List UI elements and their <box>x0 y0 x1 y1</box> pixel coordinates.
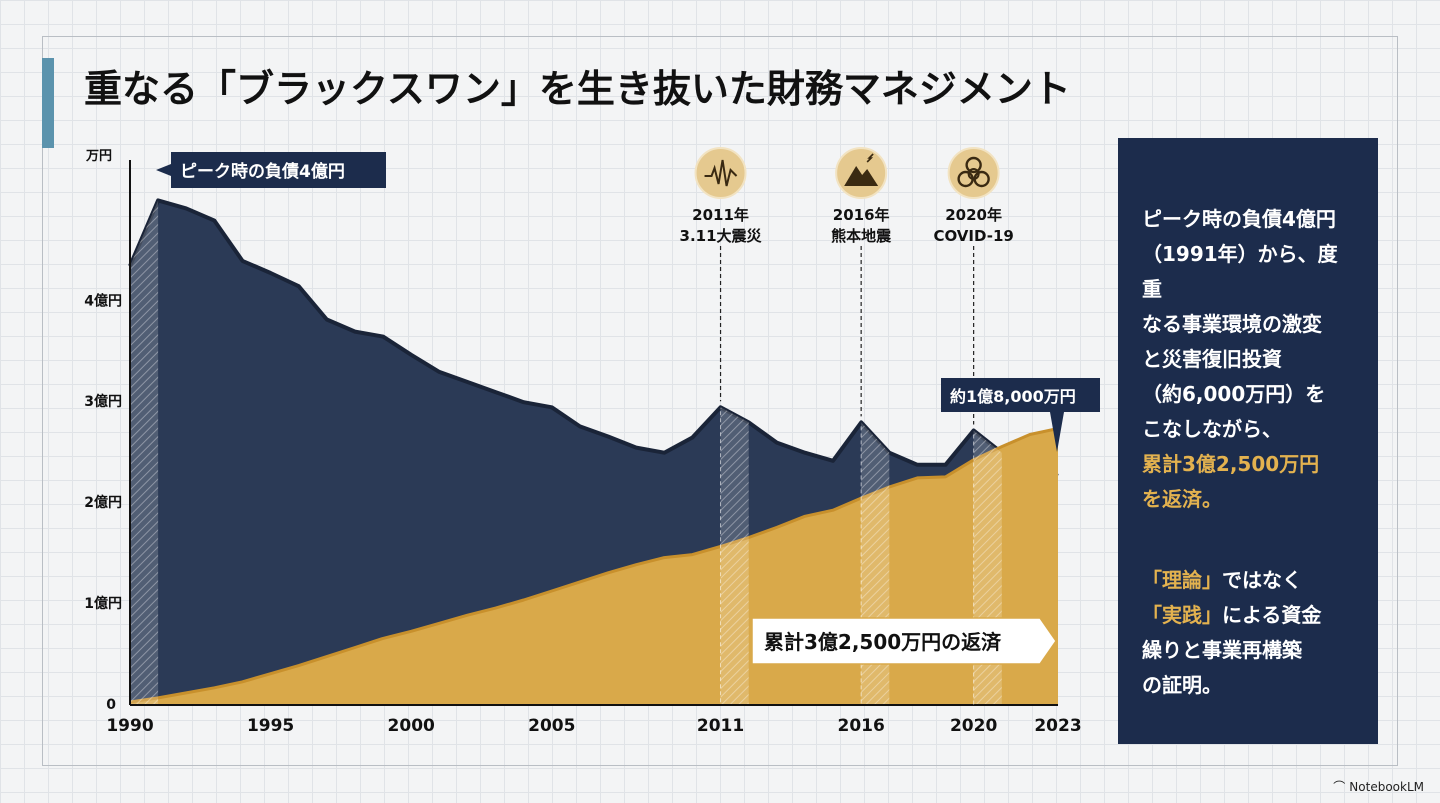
notebooklm-logo-icon: ⌒ <box>1333 780 1346 794</box>
callout-box <box>156 152 386 188</box>
summary-text: ではなく <box>1222 568 1302 592</box>
biohazard-lobe <box>965 156 982 174</box>
crack-shape <box>866 153 874 163</box>
x-tick-label: 2000 <box>388 716 435 736</box>
x-tick-label: 2016 <box>837 716 884 736</box>
event-year: 2020年 <box>945 206 1002 224</box>
summary-line: （約6,000万円）を <box>1142 382 1326 406</box>
summary-line: （1991年）から、度重 <box>1142 242 1338 301</box>
y-tick-label: 4億円 <box>84 292 122 309</box>
summary-highlight: 「実践」 <box>1142 603 1222 627</box>
summary-panel: ピーク時の負債4億円 （1991年）から、度重 なる事業環境の激変 と災害復旧投… <box>1118 138 1378 744</box>
summary-line: の証明。 <box>1142 673 1222 697</box>
mountain-quake-icon <box>835 147 888 199</box>
y-tick-label: 0 <box>106 697 116 713</box>
x-tick-label: 2011 <box>697 716 744 736</box>
event-label: 熊本地震 <box>831 227 892 245</box>
debt-line <box>128 198 1059 478</box>
callout-text: 累計3億2,500万円の返済 <box>764 630 1002 654</box>
brand-name: NotebookLM <box>1349 779 1424 794</box>
callout-text: 約1億8,000万円 <box>950 387 1076 406</box>
summary-line: こなしながら、 <box>1142 417 1282 441</box>
seismograph-wave <box>704 159 738 187</box>
summary-highlight: 累計3億2,500万円 <box>1142 452 1320 476</box>
summary-line: ピーク時の負債4億円 <box>1142 207 1336 231</box>
repaid-total-callout: 累計3億2,500万円の返済 <box>751 617 1057 665</box>
shock-band <box>130 200 159 705</box>
current-debt-callout: 約1億8,000万円 <box>941 378 1100 452</box>
summary-line: と災害復旧投資 <box>1142 347 1282 371</box>
x-tick-label: 1990 <box>106 716 153 736</box>
title-accent-bar <box>42 58 54 148</box>
x-tick-label: 2023 <box>1034 716 1081 736</box>
mountain-shape <box>844 166 879 186</box>
summary-highlight: を返済。 <box>1142 487 1222 511</box>
event-year: 2011年 <box>692 206 749 224</box>
summary-highlight: 「理論」 <box>1142 568 1222 592</box>
y-tick-label: 1億円 <box>84 595 122 612</box>
summary-line: なる事業環境の激変 <box>1142 312 1322 336</box>
slide-frame <box>42 36 1398 766</box>
y-axis-unit: 万円 <box>85 149 112 164</box>
repaid-line <box>129 427 1059 704</box>
x-tick-label: 2020 <box>950 716 997 736</box>
page-title: 重なる「ブラックスワン」を生き抜いた財務マネジメント <box>84 67 1071 111</box>
event-label: COVID-19 <box>933 227 1013 245</box>
callout-text: ピーク時の負債4億円 <box>180 161 345 182</box>
event-marker: 2011年 3.11大震災 <box>680 147 763 705</box>
event-label: 3.11大震災 <box>680 227 763 245</box>
summary-line: 「理論」ではなく <box>1142 563 1356 598</box>
shock-band <box>720 407 749 705</box>
peak-debt-callout: ピーク時の負債4億円 <box>156 152 386 188</box>
x-tick-label: 2005 <box>528 716 575 736</box>
callout-box <box>751 617 1057 665</box>
biohazard-lobe <box>973 170 990 188</box>
summary-line: 繰りと事業再構築 <box>1142 638 1302 662</box>
y-tick-label: 3億円 <box>84 393 122 410</box>
y-tick-label: 2億円 <box>84 494 122 511</box>
x-tick-label: 1995 <box>247 716 294 736</box>
callout-box <box>941 378 1100 452</box>
summary-text: による資金 <box>1222 603 1322 627</box>
event-year: 2016年 <box>833 206 890 224</box>
biohazard-lobe <box>957 170 974 188</box>
summary-line: 「実践」による資金 <box>1142 598 1356 633</box>
brand-watermark: ⌒ NotebookLM <box>1333 778 1424 795</box>
